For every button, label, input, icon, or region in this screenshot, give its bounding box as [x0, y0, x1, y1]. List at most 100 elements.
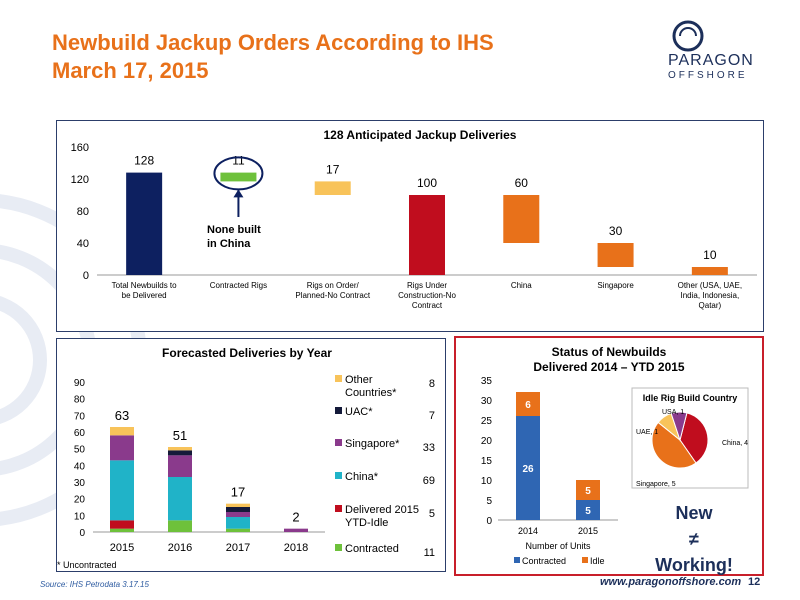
waterfall-bar: [126, 172, 163, 275]
anticipated-deliveries-chart: 128 Anticipated Jackup Deliveries 0 40 80 12…: [71, 128, 757, 310]
logo-subtitle: OFFSHORE: [668, 70, 748, 81]
segment-value-label: 5: [585, 506, 591, 517]
legend-swatch: [582, 557, 588, 563]
y-tick-label: 20: [481, 436, 493, 447]
annotation-arrow-head: [233, 189, 244, 198]
category-label: 2016: [168, 542, 192, 554]
y-tick-label: 10: [74, 511, 86, 522]
segment-value-label: 26: [522, 464, 534, 475]
y-tick-label: 10: [481, 476, 493, 487]
segment-value-label: 6: [525, 400, 531, 411]
bar-value-label: 11: [232, 154, 245, 168]
newbuild-status-chart: Status of Newbuilds Delivered 2014 – YTD …: [481, 345, 749, 566]
forecasted-deliveries-chart: Forecasted Deliveries by Year 0 10 20 30 40 50…: [74, 346, 435, 559]
waterfall-bar: [597, 243, 634, 267]
category-label: China: [511, 281, 532, 290]
stacked-segment-singapore-: [284, 528, 308, 532]
legend-swatch: [335, 472, 342, 479]
y-tick-label: 0: [83, 270, 89, 282]
y-tick-label: 90: [74, 378, 86, 389]
y-tick-label: 160: [71, 142, 89, 154]
stacked-segment-contracted: [110, 528, 134, 532]
y-tick-label: 80: [74, 395, 86, 406]
stacked-segment-idle: [576, 480, 600, 500]
stacked-segment-china-: [168, 477, 192, 521]
annotation-text: None built in China: [207, 224, 261, 250]
bar-value-label: 128: [134, 154, 154, 168]
logo-name: PARAGON: [668, 52, 754, 69]
legend-label: China*: [345, 471, 379, 483]
y-tick-label: 30: [74, 478, 86, 489]
chart-title: 128 Anticipated Jackup Deliveries: [324, 128, 517, 142]
category-label: Other (USA, UAE, India, Indonesia, Qatar): [678, 281, 742, 310]
bar-value-label: 30: [609, 224, 623, 238]
waterfall-bar: [409, 195, 445, 275]
category-label: Rigs on Order/Planned-No Contract: [295, 281, 370, 300]
website-link[interactable]: www.paragonoffshore.com: [600, 576, 742, 588]
legend-label: UAC*: [345, 406, 373, 418]
stacked-segment-singapore-: [168, 455, 192, 477]
new-not-working-callout: New ≠ Working!: [640, 500, 748, 578]
anticipated-deliveries-panel: 128 Anticipated Jackup Deliveries 0 40 80 12…: [56, 120, 764, 332]
pie-slice: [670, 411, 688, 442]
callout-line-working: Working!: [655, 555, 733, 575]
callout-line-new: New: [675, 503, 713, 523]
legend-swatch: [335, 439, 342, 446]
y-tick-label: 5: [486, 496, 492, 507]
y-tick-label: 70: [74, 411, 86, 422]
legend-swatch: [335, 505, 342, 512]
forecasted-deliveries-panel: Forecasted Deliveries by Year 0 10 20 30 40 50…: [56, 338, 446, 572]
legend-label: Singapore*: [345, 438, 400, 450]
legend-total: 69: [423, 475, 435, 487]
waterfall-bar: [691, 267, 728, 275]
stacked-segment-delivered-2015-ytd-idle: [110, 520, 134, 529]
legend-swatch: [335, 544, 342, 551]
page-subtitle-date: March 17, 2015: [52, 58, 209, 83]
pie-title: Idle Rig Build Country: [643, 393, 738, 403]
callout-line-neq: ≠: [689, 529, 699, 549]
stacked-segment-uac-: [168, 450, 192, 456]
pie-slice: [651, 421, 697, 469]
legend-total: 11: [424, 547, 435, 559]
legend-total: 33: [423, 442, 435, 454]
stacked-segment-contracted: [168, 520, 192, 532]
source-note: Source: IHS Petrodata 3.17.15: [40, 580, 149, 589]
uncontracted-footnote: * Uncontracted: [57, 560, 117, 570]
legend-swatch: [514, 557, 520, 563]
y-tick-label: 0: [486, 516, 492, 527]
waterfall-bar: [503, 195, 540, 243]
category-label: 2015: [110, 542, 134, 554]
bar-total-label: 63: [115, 408, 129, 423]
y-tick-label: 60: [74, 428, 86, 439]
legend-total: 8: [429, 378, 435, 390]
stacked-segment-contracted: [516, 416, 540, 520]
legend-label: Contracted: [345, 543, 399, 555]
y-tick-label: 0: [79, 528, 85, 539]
stacked-segment-china-: [110, 460, 134, 521]
bar-total-label: 51: [173, 428, 187, 443]
page-title: Newbuild Jackup Orders According to IHS: [52, 30, 494, 55]
legend-total: 5: [429, 508, 435, 520]
category-label: Total Newbuilds to be Delivered: [112, 281, 177, 300]
bar-value-label: 60: [515, 176, 529, 190]
category-label: 2018: [284, 542, 308, 554]
stacked-segment-idle: [516, 392, 540, 416]
bar-value-label: 10: [703, 248, 717, 262]
pie-slice-label: Singapore, 5: [636, 481, 676, 488]
newbuild-status-panel: Status of Newbuilds Delivered 2014 – YTD …: [454, 336, 764, 576]
stacked-segment-singapore-: [226, 512, 250, 517]
stacked-segment-china-: [226, 517, 250, 529]
category-label: Rigs Under Construction-No Contract: [398, 281, 456, 310]
waterfall-bar: [314, 181, 351, 195]
paragon-logo-icon: [672, 20, 704, 52]
legend-label: Delivered 2015 YTD-Idle: [345, 504, 419, 529]
y-tick-label: 25: [481, 416, 493, 427]
pie-slice: [679, 412, 709, 464]
bar-value-label: 100: [417, 176, 437, 190]
category-label: Contracted Rigs: [210, 281, 267, 290]
x-axis-label: Number of Units: [525, 541, 591, 551]
category-label: 2014: [518, 526, 538, 536]
chart-title: Forecasted Deliveries by Year: [162, 346, 332, 360]
legend-total: 7: [429, 410, 435, 422]
legend-label: Other Countries*: [345, 374, 397, 399]
